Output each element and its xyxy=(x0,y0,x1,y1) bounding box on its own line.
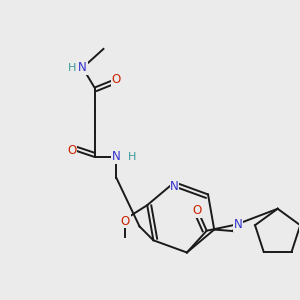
Text: H: H xyxy=(128,152,136,162)
Text: O: O xyxy=(192,204,201,218)
Text: N: N xyxy=(234,218,242,231)
Text: O: O xyxy=(112,73,121,86)
Text: N: N xyxy=(170,180,179,193)
Text: O: O xyxy=(121,214,130,227)
Text: N: N xyxy=(112,150,121,164)
Text: H: H xyxy=(68,63,76,73)
Text: O: O xyxy=(67,143,76,157)
Text: N: N xyxy=(78,61,87,74)
